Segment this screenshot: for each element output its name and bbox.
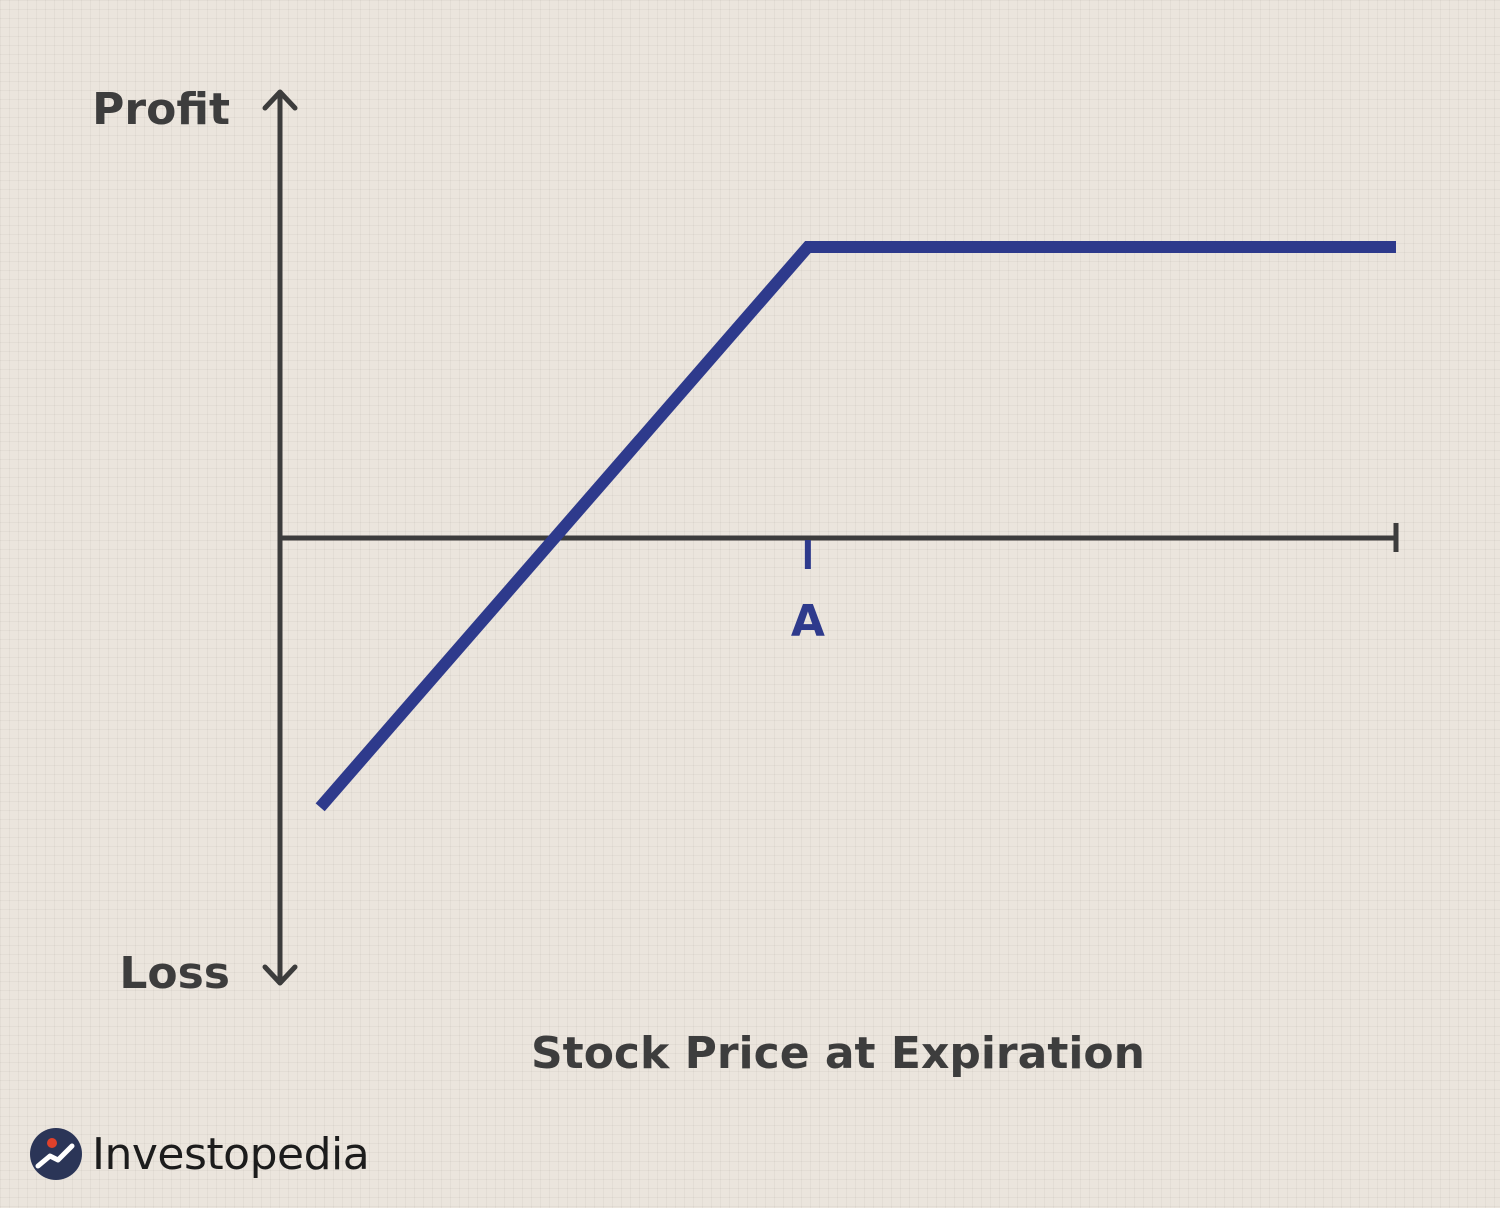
y-axis-arrow-down — [262, 964, 298, 986]
x-ticks: A — [791, 540, 825, 647]
payoff-line — [315, 241, 1396, 812]
brand: Investopedia — [28, 1124, 370, 1184]
brand-wordmark: Investopedia — [92, 1128, 370, 1180]
y-axis-bottom-label: Loss — [119, 948, 230, 999]
y-axis-top-label: Profit — [92, 84, 230, 135]
x-axis-title: Stock Price at Expiration — [531, 1028, 1145, 1079]
x-tick-label: A — [791, 596, 825, 647]
series-group — [315, 241, 1396, 812]
investopedia-logo-icon — [30, 1128, 82, 1180]
y-axis-arrow-up — [262, 89, 298, 111]
